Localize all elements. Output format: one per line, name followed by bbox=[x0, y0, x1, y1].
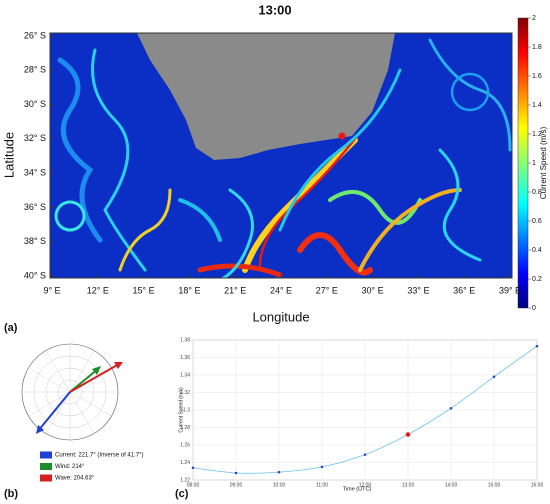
x-tick-label: 14:00 bbox=[445, 482, 458, 488]
colorbar-tick-label: 0.2 bbox=[532, 276, 542, 283]
data-point bbox=[234, 471, 238, 475]
arrow-head bbox=[36, 425, 44, 434]
data-point bbox=[277, 470, 281, 474]
wave-arrow bbox=[69, 363, 120, 393]
x-tick-label: 10:00 bbox=[273, 482, 286, 488]
panel-label: (c) bbox=[175, 488, 189, 500]
colorbar-tick-label: 1 bbox=[532, 160, 536, 167]
current-arrow bbox=[37, 391, 71, 432]
arrow-head bbox=[114, 362, 123, 369]
data-point bbox=[363, 453, 367, 456]
x-tick-label: 9° E bbox=[43, 285, 60, 295]
colorbar-tick-label: 0.6 bbox=[532, 218, 542, 225]
y-tick-label: 40° S bbox=[24, 270, 46, 280]
x-tick-label: 15° E bbox=[133, 285, 155, 295]
x-tick-label: 16:00 bbox=[531, 482, 544, 488]
legend-label: Wind: 214° bbox=[55, 464, 85, 470]
y-tick-label: 1.34 bbox=[180, 372, 190, 378]
x-tick-label: 08:00 bbox=[187, 482, 200, 488]
y-tick-label: 26° S bbox=[24, 30, 46, 40]
legend-label: Current: 221.7° (Inverse of 41.7°) bbox=[55, 453, 144, 459]
y-tick-label: 30° S bbox=[24, 99, 46, 109]
x-tick-label: 12:00 bbox=[359, 482, 372, 488]
data-point bbox=[492, 375, 496, 379]
colorbar-tick-label: 1.2 bbox=[532, 131, 542, 138]
data-point bbox=[320, 465, 324, 469]
x-axis-label: Longitude bbox=[252, 309, 309, 324]
land bbox=[137, 33, 395, 160]
x-tick-label: 36° E bbox=[453, 285, 475, 295]
y-tick-label: 36° S bbox=[24, 202, 46, 212]
colorbar-tick-label: 1.4 bbox=[532, 102, 542, 109]
x-tick-label: 21° E bbox=[224, 285, 246, 295]
direction-arrows bbox=[36, 362, 123, 434]
location-marker bbox=[338, 132, 346, 140]
y-tick-label: 34° S bbox=[24, 168, 46, 178]
wind-arrow bbox=[69, 368, 99, 393]
x-tick-label: 24° E bbox=[270, 285, 292, 295]
colorbar-label: Current Speed (m/s) bbox=[539, 126, 548, 199]
arrow-head bbox=[92, 366, 101, 375]
y-tick-label: 38° S bbox=[24, 236, 46, 246]
panel-label: (b) bbox=[4, 488, 18, 500]
map-title: 13:00 bbox=[258, 2, 291, 17]
x-tick-label: 33° E bbox=[407, 285, 429, 295]
y-tick-label: 1.24 bbox=[180, 460, 190, 466]
legend-swatch bbox=[40, 463, 52, 470]
y-tick-label: 1.26 bbox=[180, 442, 190, 448]
x-tick-label: 15:00 bbox=[488, 482, 501, 488]
y-tick-label: 1.38 bbox=[180, 337, 190, 343]
data-point bbox=[191, 466, 195, 470]
colorbar-tick-label: 2 bbox=[532, 15, 536, 22]
y-tick-label: 1.36 bbox=[180, 355, 190, 361]
colorbar-tick-label: 0.8 bbox=[532, 189, 542, 196]
legend-swatch bbox=[40, 451, 52, 459]
polar-plot bbox=[21, 343, 123, 441]
colorbar-tick-label: 0 bbox=[532, 305, 536, 312]
data-point bbox=[449, 406, 453, 410]
y-tick-label: 1.28 bbox=[180, 425, 190, 431]
x-tick-label: 13:00 bbox=[402, 482, 415, 488]
data-point bbox=[535, 344, 539, 348]
current-field bbox=[50, 33, 512, 278]
legend-label: Wave: 204.63° bbox=[55, 476, 95, 482]
y-tick-label: 1.3 bbox=[183, 407, 190, 413]
x-tick-label: 18° E bbox=[178, 285, 200, 295]
panel-label: (a) bbox=[4, 322, 18, 334]
x-tick-label: 30° E bbox=[362, 285, 384, 295]
x-tick-label: 09:00 bbox=[230, 482, 243, 488]
colorbar-tick-label: 1.6 bbox=[532, 73, 542, 80]
legend-swatch bbox=[40, 474, 52, 482]
x-tick-label: 39° E bbox=[499, 285, 521, 295]
colorbar-tick-label: 0.4 bbox=[532, 247, 542, 254]
x-tick-label: 12° E bbox=[87, 285, 109, 295]
x-axis-label: Time (UTC) bbox=[343, 486, 372, 492]
x-tick-label: 11:00 bbox=[316, 482, 328, 488]
y-tick-label: 1.22 bbox=[180, 477, 190, 483]
colorbar bbox=[517, 17, 529, 309]
y-tick-label: 1.32 bbox=[180, 390, 190, 396]
x-tick-label: 27° E bbox=[316, 285, 338, 295]
y-axis-label: Latitude bbox=[1, 132, 16, 178]
swirls bbox=[54, 38, 512, 278]
data-point bbox=[405, 432, 411, 437]
colorbar-tick-label: 1.8 bbox=[532, 44, 542, 51]
y-tick-label: 28° S bbox=[24, 65, 46, 75]
y-tick-label: 32° S bbox=[24, 133, 46, 143]
y-axis-label: Current Speed (m/s) bbox=[178, 387, 184, 433]
